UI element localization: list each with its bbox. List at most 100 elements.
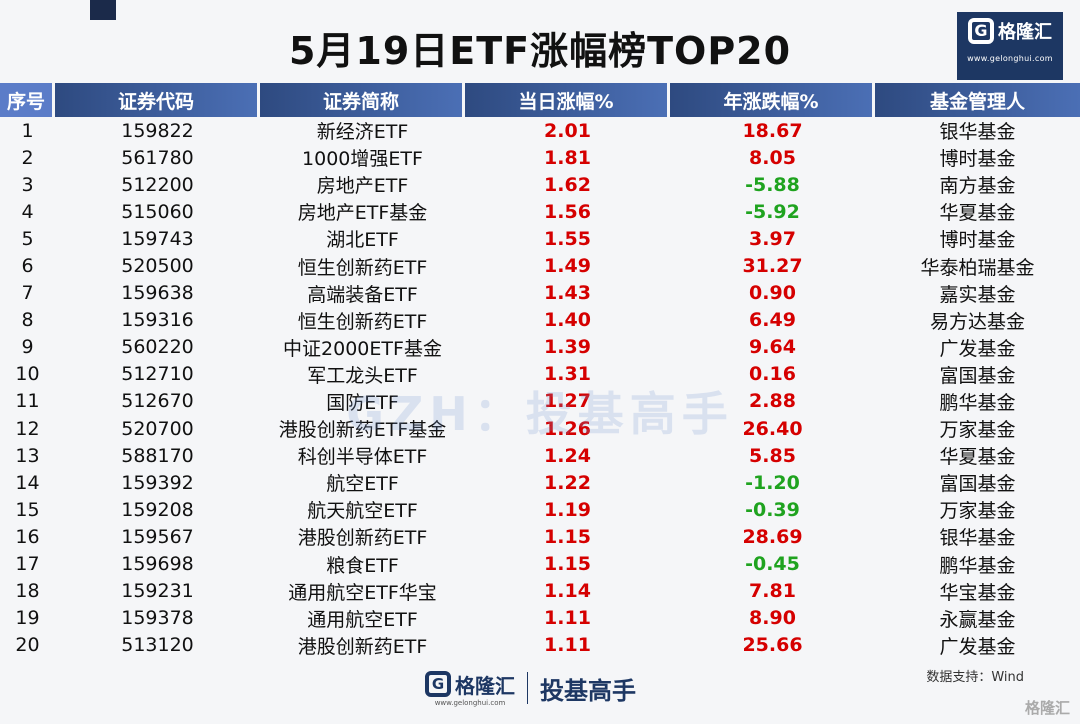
cell-name: 航天航空ETF bbox=[307, 500, 418, 523]
cell-name: 粮食ETF bbox=[326, 554, 399, 577]
cell-name: 高端装备ETF bbox=[307, 283, 418, 306]
logo-url: www.gelonghui.com bbox=[967, 54, 1053, 63]
cell-manager: 华夏基金 bbox=[939, 202, 1016, 225]
cell-code: 159822 bbox=[121, 119, 194, 142]
cell-manager: 博时基金 bbox=[939, 148, 1016, 171]
cell-name: 中证2000ETF基金 bbox=[283, 337, 442, 360]
page-title: 5月19日ETF涨幅榜TOP20 bbox=[288, 29, 792, 73]
cell-manager: 华夏基金 bbox=[939, 446, 1016, 469]
table-row: 5 159743 湖北ETF 1.55 3.97 博时基金 bbox=[0, 225, 1080, 252]
cell-code: 561780 bbox=[121, 146, 194, 169]
cell-manager: 银华基金 bbox=[939, 121, 1016, 144]
cell-day-change: 1.62 bbox=[544, 173, 591, 196]
cell-code: 588170 bbox=[121, 444, 194, 467]
cell-name: 军工龙头ETF bbox=[307, 364, 418, 387]
cell-year-change: -1.20 bbox=[745, 471, 800, 494]
cell-year-change: 25.66 bbox=[742, 634, 803, 657]
cell-year-change: 3.97 bbox=[749, 227, 796, 250]
table-row: 18 159231 通用航空ETF华宝 1.14 7.81 华宝基金 bbox=[0, 578, 1080, 605]
cell-day-change: 1.49 bbox=[544, 255, 591, 278]
footer-brand: G 格隆汇 www.gelonghui.com 投基高手 bbox=[425, 668, 636, 708]
cell-rank: 3 bbox=[21, 173, 34, 196]
footer-url: www.gelonghui.com bbox=[434, 698, 506, 707]
cell-rank: 9 bbox=[21, 336, 34, 359]
cell-manager: 华宝基金 bbox=[939, 581, 1016, 604]
cell-name: 恒生创新药ETF bbox=[297, 310, 428, 333]
cell-rank: 13 bbox=[15, 444, 40, 467]
cell-day-change: 1.43 bbox=[544, 282, 591, 305]
cell-code: 159208 bbox=[121, 498, 194, 521]
table-row: 11 512670 国防ETF 1.27 2.88 鹏华基金 bbox=[0, 388, 1080, 415]
watermark: GZH：投基高手 bbox=[346, 387, 734, 441]
table-row: 10 512710 军工龙头ETF 1.31 0.16 富国基金 bbox=[0, 361, 1080, 388]
cell-rank: 4 bbox=[21, 200, 34, 223]
cell-name: 科创半导体ETF bbox=[297, 446, 428, 469]
cell-name: 房地产ETF bbox=[316, 175, 409, 198]
cell-rank: 6 bbox=[21, 255, 34, 278]
cell-day-change: 1.26 bbox=[544, 417, 591, 440]
cell-day-change: 1.39 bbox=[544, 336, 591, 359]
table-row: 8 159316 恒生创新药ETF 1.40 6.49 易方达基金 bbox=[0, 307, 1080, 334]
cell-name: 1000增强ETF bbox=[302, 148, 423, 171]
cell-name: 湖北ETF bbox=[326, 229, 399, 252]
cell-year-change: 31.27 bbox=[742, 255, 803, 278]
table-row: 2 561780 1000增强ETF 1.81 8.05 博时基金 bbox=[0, 144, 1080, 171]
cell-manager: 永赢基金 bbox=[939, 608, 1016, 631]
cell-manager: 万家基金 bbox=[939, 419, 1016, 442]
cell-rank: 8 bbox=[21, 309, 34, 332]
cell-code: 159392 bbox=[121, 471, 194, 494]
cell-name: 港股创新药ETF bbox=[297, 527, 428, 550]
corner-watermark: 格隆汇 bbox=[1024, 699, 1070, 717]
cell-code: 520700 bbox=[121, 417, 194, 440]
table-row: 12 520700 港股创新药ETF基金 1.26 26.40 万家基金 bbox=[0, 415, 1080, 442]
table-row: 16 159567 港股创新药ETF 1.15 28.69 银华基金 bbox=[0, 523, 1080, 550]
cell-rank: 17 bbox=[15, 553, 40, 576]
cell-manager: 广发基金 bbox=[939, 635, 1016, 658]
cell-year-change: 6.49 bbox=[749, 309, 796, 332]
cell-rank: 11 bbox=[15, 390, 40, 413]
cell-year-change: 26.40 bbox=[742, 417, 803, 440]
table-row: 20 513120 港股创新药ETF 1.11 25.66 广发基金 bbox=[0, 632, 1080, 659]
cell-year-change: 0.16 bbox=[749, 363, 796, 386]
cell-day-change: 1.15 bbox=[544, 553, 591, 576]
cell-year-change: 2.88 bbox=[749, 390, 796, 413]
header-name: 证券简称 bbox=[260, 83, 465, 117]
cell-rank: 5 bbox=[21, 227, 34, 250]
cell-code: 512200 bbox=[121, 173, 194, 196]
cell-code: 159316 bbox=[121, 309, 194, 332]
header-year-change: 年涨跌幅% bbox=[670, 83, 875, 117]
cell-rank: 12 bbox=[15, 417, 40, 440]
cell-name: 国防ETF bbox=[326, 391, 399, 414]
cell-name: 房地产ETF基金 bbox=[297, 202, 428, 225]
cell-code: 512670 bbox=[121, 390, 194, 413]
etf-table: 序号 证券代码 证券简称 当日涨幅% 年涨跌幅% 基金管理人 1 159822 新经… bbox=[0, 83, 1080, 659]
cell-name: 通用航空ETF华宝 bbox=[288, 581, 437, 604]
cell-manager: 华泰柏瑞基金 bbox=[920, 256, 1035, 279]
header-manager: 基金管理人 bbox=[875, 83, 1080, 117]
cell-year-change: 8.90 bbox=[749, 607, 796, 630]
cell-year-change: -5.88 bbox=[745, 173, 800, 196]
logo-name: 格隆汇 bbox=[998, 22, 1052, 43]
cell-manager: 易方达基金 bbox=[929, 310, 1025, 333]
table-row: 6 520500 恒生创新药ETF 1.49 31.27 华泰柏瑞基金 bbox=[0, 252, 1080, 279]
cell-day-change: 1.81 bbox=[544, 146, 591, 169]
cell-day-change: 1.24 bbox=[544, 444, 591, 467]
table-body: 1 159822 新经济ETF 2.01 18.67 银华基金 2 561780 1000增强E… bbox=[0, 117, 1080, 659]
cell-day-change: 1.31 bbox=[544, 363, 591, 386]
cell-year-change: -5.92 bbox=[745, 200, 800, 223]
cell-rank: 1 bbox=[21, 119, 34, 142]
cell-rank: 14 bbox=[15, 471, 40, 494]
corner-decoration bbox=[90, 0, 116, 20]
cell-day-change: 1.22 bbox=[544, 471, 591, 494]
cell-year-change: 9.64 bbox=[749, 336, 796, 359]
table-header: 序号 证券代码 证券简称 当日涨幅% 年涨跌幅% 基金管理人 bbox=[0, 83, 1080, 117]
footer-divider bbox=[527, 672, 528, 704]
cell-year-change: 18.67 bbox=[742, 119, 803, 142]
cell-day-change: 1.55 bbox=[544, 227, 591, 250]
cell-code: 159743 bbox=[121, 227, 194, 250]
cell-rank: 15 bbox=[15, 498, 40, 521]
cell-manager: 富国基金 bbox=[939, 364, 1016, 387]
footer-logo: G 格隆汇 www.gelonghui.com bbox=[425, 670, 515, 707]
cell-manager: 广发基金 bbox=[939, 337, 1016, 360]
table-row: 17 159698 粮食ETF 1.15 -0.45 鹏华基金 bbox=[0, 551, 1080, 578]
